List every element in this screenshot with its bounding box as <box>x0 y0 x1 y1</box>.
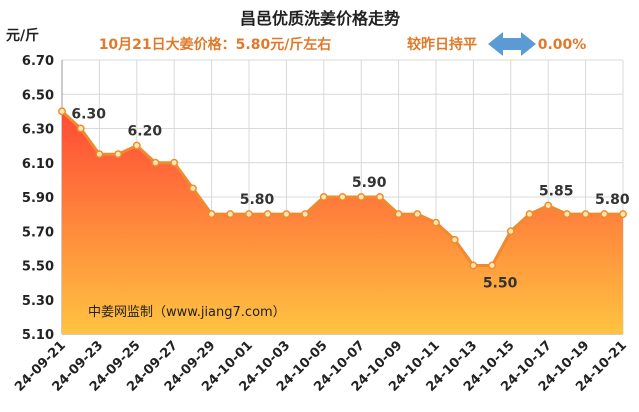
data-point-24-10-02 <box>263 210 272 219</box>
price-area <box>62 111 623 335</box>
data-point-24-10-13 <box>469 261 478 270</box>
data-point-24-10-07 <box>357 193 366 201</box>
data-point-24-09-22 <box>76 124 85 133</box>
data-point-24-10-11 <box>432 218 440 227</box>
data-point-24-10-16 <box>525 210 534 219</box>
chart-title: 昌邑优质洗姜价格走势 <box>240 9 400 28</box>
change-percent: 0.00% <box>538 37 587 53</box>
data-point-24-10-15 <box>506 227 515 236</box>
data-label-24-09-25: 6.20 <box>128 124 163 140</box>
data-label-24-09-22: 6.30 <box>71 107 106 123</box>
today-price-note: 10月21日大姜价格：5.80元/斤左右 <box>99 36 332 53</box>
data-labels: 6.30 6.20 5.80 5.90 5.50 5.85 5.80 <box>71 107 629 292</box>
y-tick-label: 6.10 <box>22 157 54 172</box>
data-point-24-10-06 <box>338 193 347 201</box>
data-point-24-10-01 <box>245 210 253 219</box>
y-tick-label: 6.70 <box>22 54 54 69</box>
data-point-24-09-26 <box>151 158 160 167</box>
data-point-24-10-04 <box>301 210 310 219</box>
y-axis-ticks: 6.70 6.50 6.30 6.10 5.90 5.70 5.50 5.30 5.10 <box>22 54 54 343</box>
data-point-24-10-10 <box>413 210 422 219</box>
change-note: 较昨日持平 <box>407 36 477 53</box>
y-tick-label: 5.70 <box>22 225 54 240</box>
data-point-24-09-29 <box>207 210 216 219</box>
data-point-24-10-05 <box>319 193 328 201</box>
y-axis-unit-label: 元/斤 <box>6 27 39 44</box>
data-label-24-10-20: 5.80 <box>595 192 630 208</box>
data-point-24-10-03 <box>282 210 291 219</box>
data-point-24-09-30 <box>226 210 235 219</box>
data-point-24-10-12 <box>450 235 459 244</box>
data-point-24-10-08 <box>375 193 384 201</box>
y-tick-label: 5.10 <box>22 328 54 343</box>
y-tick-label: 5.30 <box>22 294 54 309</box>
data-label-24-10-07: 5.90 <box>352 175 387 191</box>
source-watermark: 中姜网监制（www.jiang7.com） <box>88 305 286 320</box>
data-point-24-10-09 <box>394 210 403 219</box>
data-point-24-10-17 <box>544 201 553 210</box>
y-tick-label: 5.50 <box>22 260 54 275</box>
double-arrow-icon <box>488 32 536 56</box>
data-point-24-10-14 <box>488 261 497 270</box>
price-markers <box>58 107 627 270</box>
data-point-24-10-18 <box>562 210 571 219</box>
data-point-24-09-28 <box>188 184 197 193</box>
data-label-24-10-01: 5.80 <box>240 192 275 208</box>
data-point-24-09-21 <box>58 107 66 116</box>
data-point-24-09-25 <box>132 141 141 150</box>
data-point-24-10-21 <box>619 210 627 219</box>
x-axis-ticks: 24-09-2124-09-2324-09-2524-09-2724-09-29… <box>12 338 630 395</box>
y-tick-label: 6.50 <box>22 88 54 103</box>
data-point-24-10-19 <box>581 210 590 219</box>
y-tick-label: 5.90 <box>22 191 54 206</box>
y-tick-label: 6.30 <box>22 123 54 138</box>
data-point-24-09-27 <box>170 158 179 167</box>
data-label-24-10-14: 5.50 <box>483 276 518 292</box>
data-point-24-09-23 <box>95 150 104 159</box>
data-point-24-10-20 <box>600 210 609 219</box>
data-point-24-09-24 <box>114 150 123 159</box>
data-label-24-10-17: 5.85 <box>539 184 574 200</box>
